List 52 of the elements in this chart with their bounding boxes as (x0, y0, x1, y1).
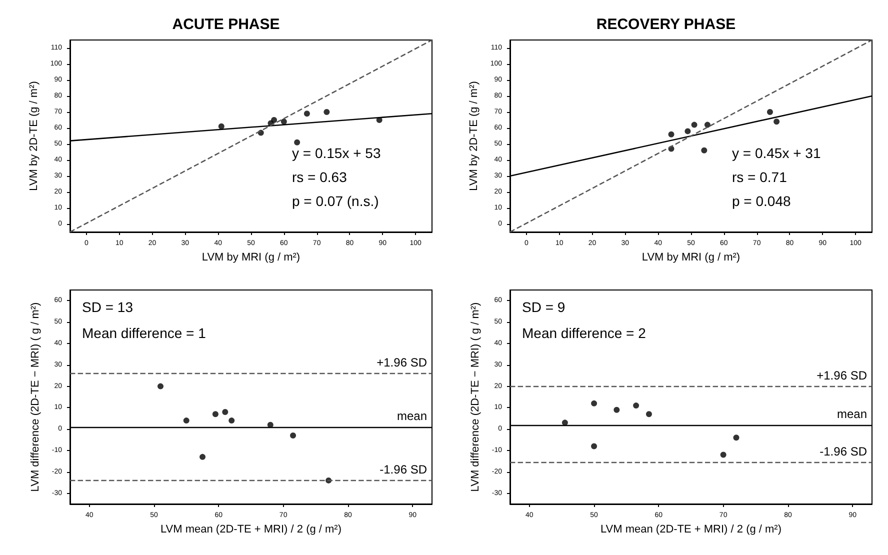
annotation: p = 0.048 (732, 193, 791, 209)
y-axis-title: LVM by 2D-TE (g / m²) (28, 81, 40, 191)
annotation: SD = 9 (522, 299, 566, 315)
point (271, 117, 278, 123)
point (701, 147, 708, 154)
point (684, 128, 691, 134)
point (158, 383, 164, 390)
point (591, 443, 598, 450)
chart-title: ACUTE PHASE (172, 16, 280, 33)
point (222, 408, 228, 415)
ref-line-label: +1.96 SD (816, 368, 868, 382)
ref-line-label: mean (396, 408, 427, 423)
point (733, 434, 740, 441)
annotation: p = 0.07 (n.s.) (292, 193, 379, 209)
ref-line-label: mean (836, 406, 867, 421)
point (280, 118, 287, 125)
point (304, 110, 310, 117)
point (766, 109, 773, 115)
point (294, 139, 300, 146)
annotation: rs = 0.71 (732, 169, 788, 185)
point (290, 432, 296, 439)
ref-line-label: -1.96 SD (380, 462, 428, 476)
point (633, 402, 640, 409)
x-axis-title: LVM mean (2D-TE + MRI) / 2 (g / m²) (600, 524, 782, 536)
point (218, 123, 224, 130)
y-axis-title: LVM by 2D-TE (g / m²) (468, 81, 480, 191)
x-axis-title: LVM mean (2D-TE + MRI) / 2 (g / m²) (160, 524, 342, 536)
chart-title: RECOVERY PHASE (596, 16, 736, 33)
point (183, 418, 190, 424)
annotation: y = 0.15x + 53 (292, 145, 381, 161)
y-axis-title: LVM difference (2D-TE − MRI) ( g / m²) (469, 302, 482, 492)
annotation: Mean difference = 1 (82, 325, 206, 341)
annotation: y = 0.45x + 31 (732, 145, 821, 161)
point (212, 411, 218, 418)
point (591, 400, 598, 406)
y-axis-title: LVM difference (2D-TE − MRI) ( g / m²) (29, 302, 42, 492)
point (228, 418, 235, 424)
annotation: Mean difference = 2 (522, 325, 646, 341)
point (200, 454, 206, 460)
point (614, 406, 620, 413)
point (668, 131, 674, 138)
x-axis-title: LVM by MRI (g / m²) (202, 252, 300, 264)
ref-line-label: -1.96 SD (820, 444, 868, 458)
x-axis-title: LVM by MRI (g / m²) (642, 252, 740, 264)
ref-line-label: +1.96 SD (376, 355, 428, 370)
point (720, 452, 726, 458)
point (324, 109, 330, 115)
annotation: rs = 0.63 (292, 169, 348, 185)
point (691, 122, 698, 128)
point (646, 411, 652, 418)
point (774, 118, 780, 125)
annotation: SD = 13 (82, 299, 134, 315)
